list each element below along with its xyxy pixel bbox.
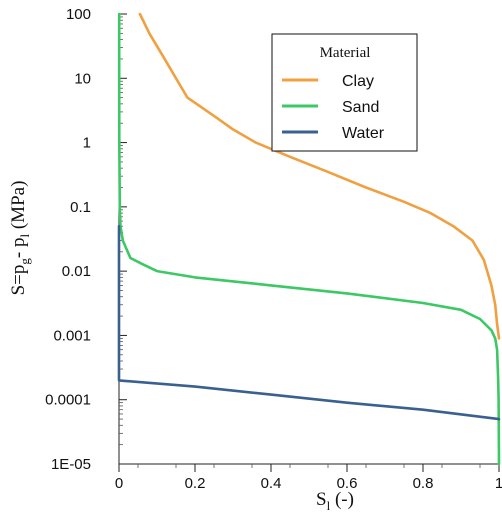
series-line-sand	[117, 12, 501, 466]
legend-label-clay: Clay	[342, 73, 374, 90]
x-tick-label: 0.8	[413, 475, 434, 492]
y-tick-label: 0.01	[62, 263, 91, 280]
series-layer	[117, 12, 501, 466]
y-axis-title: S=pg- pl (MPa)	[8, 181, 32, 296]
y-tick-label: 1E-05	[51, 456, 91, 473]
y-tick-label: 100	[66, 6, 91, 23]
x-tick-label: 0.4	[261, 475, 282, 492]
legend-label-sand: Sand	[342, 99, 379, 116]
y-tick-label: 0.1	[70, 199, 91, 216]
x-axis-title: Sl (-)	[316, 489, 354, 513]
y-axis: 100 10 1 0.1 0.01 0.001 0.0001 1E-05	[45, 6, 127, 473]
y-tick-label: 0.0001	[45, 392, 91, 409]
series-line-water	[117, 224, 501, 421]
legend-label-water: Water	[342, 125, 385, 142]
x-tick-label: 0	[115, 475, 123, 492]
y-tick-label: 10	[74, 70, 91, 87]
x-axis: 0 0.2 0.4 0.6 0.8 1	[115, 463, 502, 492]
legend: Material Clay Sand Water	[271, 33, 418, 152]
y-tick-label: 1	[83, 135, 91, 152]
x-tick-label: 1	[495, 475, 502, 492]
legend-title: Material	[320, 45, 371, 61]
x-tick-label: 0.2	[185, 475, 206, 492]
y-tick-label: 0.001	[53, 327, 91, 344]
x-tick-label: 0.6	[337, 475, 358, 492]
series-line-clay	[138, 12, 501, 340]
